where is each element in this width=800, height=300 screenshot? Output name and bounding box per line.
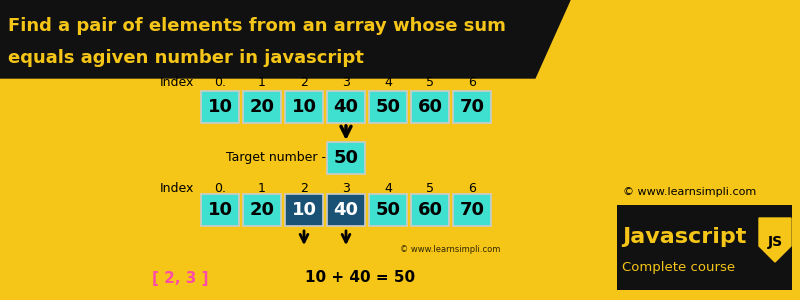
- FancyBboxPatch shape: [201, 91, 239, 123]
- Text: 10 + 40 = 50: 10 + 40 = 50: [305, 271, 415, 286]
- Text: Target number ->: Target number ->: [226, 152, 336, 164]
- Text: 40: 40: [334, 98, 358, 116]
- Text: 6: 6: [468, 76, 476, 89]
- Text: 4: 4: [384, 182, 392, 194]
- FancyBboxPatch shape: [327, 91, 365, 123]
- Text: Find a pair of elements from an array whose sum: Find a pair of elements from an array wh…: [8, 17, 506, 35]
- Text: 20: 20: [250, 98, 274, 116]
- FancyBboxPatch shape: [411, 194, 449, 226]
- Text: © www.learnsimpli.com: © www.learnsimpli.com: [400, 245, 500, 254]
- Text: 5: 5: [426, 76, 434, 89]
- Text: 4: 4: [384, 76, 392, 89]
- Text: 0.: 0.: [214, 182, 226, 194]
- Polygon shape: [759, 218, 791, 262]
- FancyBboxPatch shape: [285, 91, 323, 123]
- FancyBboxPatch shape: [201, 194, 239, 226]
- FancyBboxPatch shape: [285, 194, 323, 226]
- Text: 70: 70: [459, 98, 485, 116]
- FancyBboxPatch shape: [327, 194, 365, 226]
- Text: Index: Index: [160, 182, 194, 194]
- Text: 6: 6: [468, 182, 476, 194]
- Text: 0.: 0.: [214, 76, 226, 89]
- Text: [ 2, 3 ]: [ 2, 3 ]: [152, 271, 208, 286]
- Text: 3: 3: [342, 76, 350, 89]
- Text: equals agiven number in javascript: equals agiven number in javascript: [8, 49, 364, 67]
- Text: 10: 10: [207, 201, 233, 219]
- Text: 5: 5: [426, 182, 434, 194]
- Text: © www.learnsimpli.com: © www.learnsimpli.com: [623, 187, 757, 197]
- Text: 50: 50: [375, 98, 401, 116]
- Text: 10: 10: [207, 98, 233, 116]
- FancyBboxPatch shape: [243, 194, 281, 226]
- FancyBboxPatch shape: [243, 91, 281, 123]
- Text: 2: 2: [300, 182, 308, 194]
- Text: 20: 20: [250, 201, 274, 219]
- Text: 1: 1: [258, 182, 266, 194]
- Text: 60: 60: [418, 201, 442, 219]
- FancyBboxPatch shape: [453, 194, 491, 226]
- Text: 50: 50: [375, 201, 401, 219]
- FancyBboxPatch shape: [369, 91, 407, 123]
- Text: 40: 40: [334, 201, 358, 219]
- Text: JS: JS: [767, 235, 782, 249]
- Text: 1: 1: [258, 76, 266, 89]
- Polygon shape: [0, 0, 570, 78]
- Text: 60: 60: [418, 98, 442, 116]
- Text: 70: 70: [459, 201, 485, 219]
- FancyBboxPatch shape: [453, 91, 491, 123]
- Text: 2: 2: [300, 76, 308, 89]
- FancyBboxPatch shape: [369, 194, 407, 226]
- Text: Complete course: Complete course: [622, 262, 735, 275]
- FancyBboxPatch shape: [411, 91, 449, 123]
- Text: 10: 10: [291, 98, 317, 116]
- Text: 3: 3: [342, 182, 350, 194]
- FancyBboxPatch shape: [617, 205, 792, 290]
- Text: Index: Index: [160, 76, 194, 89]
- Text: Javascript: Javascript: [622, 227, 746, 247]
- FancyBboxPatch shape: [327, 142, 365, 174]
- Text: 50: 50: [334, 149, 358, 167]
- Text: 10: 10: [291, 201, 317, 219]
